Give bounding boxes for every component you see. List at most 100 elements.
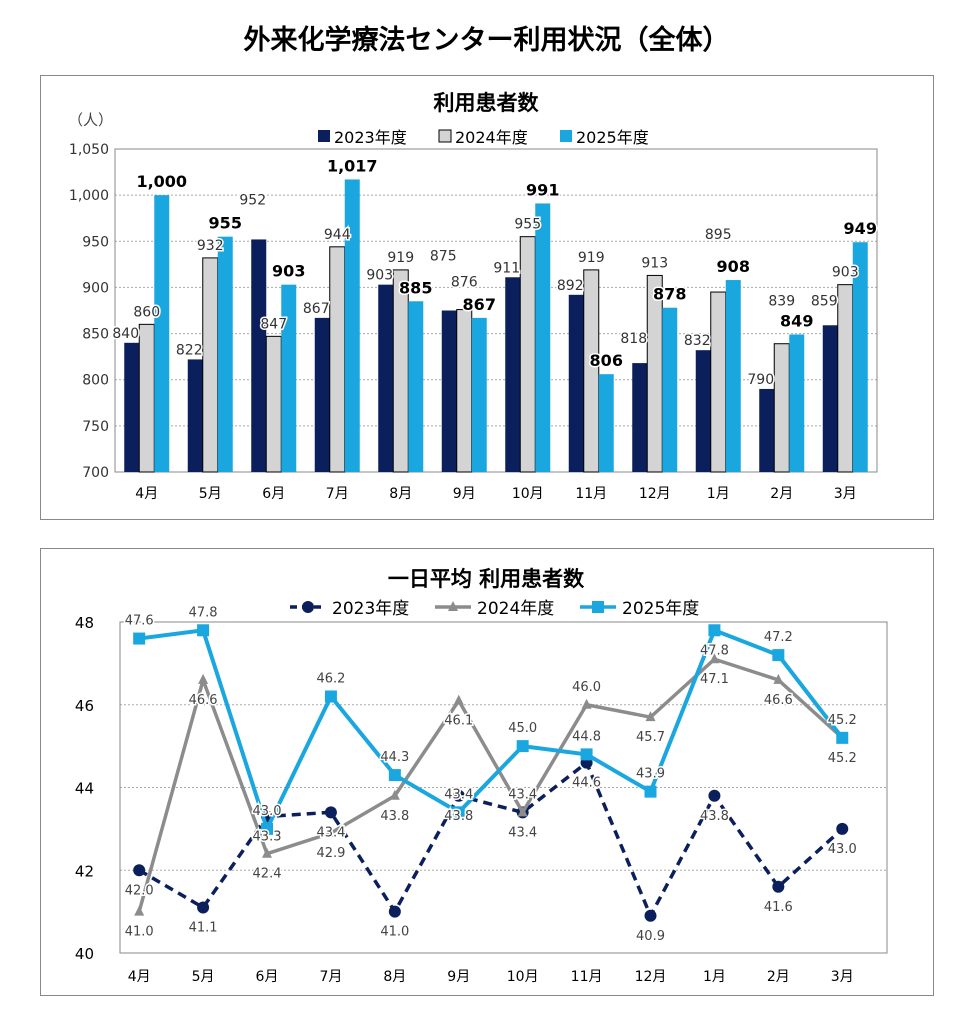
marker-2023年度 [388, 905, 401, 918]
plot-area [114, 148, 878, 473]
marker-2025年度 [708, 624, 721, 637]
data-label: 46.2 [316, 671, 345, 686]
legend-label: 2025年度 [622, 599, 699, 619]
y-tick-label: 42 [75, 862, 94, 880]
x-tick-label: 10月 [507, 969, 539, 985]
bar-2023年度 [378, 284, 394, 472]
data-label: 895 [705, 227, 732, 243]
data-label: 1,017 [327, 156, 378, 175]
data-label: 876 [451, 275, 478, 291]
marker-2025年度 [452, 806, 465, 819]
data-label: 892 [557, 278, 584, 294]
marker-2025年度 [261, 822, 274, 835]
data-label: 913 [641, 255, 668, 271]
bar-2025年度 [852, 242, 868, 472]
bar-2023年度 [187, 359, 203, 472]
data-label: 43.0 [253, 804, 282, 819]
marker-2024年度 [517, 806, 528, 817]
x-tick-label: 4月 [128, 969, 151, 985]
data-label: 46.1 [444, 714, 473, 729]
data-label: 43.4 [508, 787, 537, 802]
bar-2024年度 [265, 335, 282, 473]
data-label: 1,000 [136, 172, 187, 191]
marker-2025年度 [324, 690, 337, 703]
data-label: 45.2 [828, 751, 857, 766]
x-tick-label: 6月 [256, 969, 279, 985]
y-tick-label: 1,050 [69, 142, 109, 158]
data-label: 859 [811, 293, 838, 309]
legend-label: 2024年度 [455, 128, 528, 147]
x-tick-label: 7月 [319, 969, 342, 985]
marker-2023年度 [644, 909, 657, 922]
data-label: 47.8 [189, 605, 218, 620]
bar-2023年度 [568, 294, 584, 472]
data-label: 955 [514, 217, 541, 233]
x-tick-label: 8月 [383, 969, 406, 985]
data-label: 43.8 [700, 809, 729, 824]
data-label: 43.4 [444, 787, 473, 802]
marker-2024年度 [645, 711, 656, 722]
bar-2023年度 [759, 388, 775, 472]
bar-2025年度 [789, 334, 805, 472]
x-tick-label: 3月 [834, 486, 857, 502]
x-tick-label: 2月 [770, 486, 793, 502]
bar-2024年度 [456, 309, 473, 473]
x-tick-label: 2月 [767, 969, 790, 985]
data-label: 44.8 [572, 729, 601, 744]
data-label: 47.8 [700, 643, 729, 658]
data-label: 46.6 [764, 693, 793, 708]
marker-2024年度 [581, 698, 592, 709]
marker-2023年度 [772, 880, 785, 893]
marker-2023年度 [197, 901, 210, 914]
marker-2024年度 [198, 673, 209, 684]
marker-2025年度 [772, 649, 785, 662]
line-2023年度 [138, 759, 844, 920]
data-label: 45.0 [508, 721, 537, 736]
y-tick-label: 800 [82, 373, 109, 389]
x-tick-label: 6月 [262, 486, 285, 502]
bar-2023年度 [822, 325, 838, 472]
data-label: 952 [239, 192, 266, 208]
bar-2023年度 [695, 350, 711, 472]
bar-2025年度 [725, 280, 741, 472]
x-tick-label: 4月 [135, 486, 158, 502]
y-tick-label: 44 [75, 780, 94, 798]
bar-2024年度 [837, 284, 854, 473]
data-label: 949 [844, 219, 877, 238]
x-tick-label: 10月 [512, 486, 544, 502]
marker-2024年度 [389, 789, 400, 800]
bar-2024年度 [583, 269, 600, 473]
legend-label: 2025年度 [576, 128, 649, 147]
x-tick-label: 12月 [635, 969, 667, 985]
data-label: 46.6 [189, 693, 218, 708]
bar-2025年度 [598, 374, 614, 472]
data-label: 43.9 [636, 767, 665, 782]
x-tick-label: 1月 [703, 969, 726, 985]
legend-swatch [560, 130, 572, 142]
data-label: 44.3 [380, 750, 409, 765]
data-label: 40.9 [636, 929, 665, 944]
data-label: 41.6 [764, 900, 793, 915]
bar-2023年度 [314, 317, 330, 472]
x-tick-label: 8月 [389, 486, 412, 502]
data-label: 955 [209, 214, 242, 233]
marker-2024年度 [709, 653, 720, 664]
data-label: 903 [832, 265, 859, 281]
marker-2025年度 [592, 601, 604, 613]
bar-2024年度 [519, 236, 536, 473]
y-tick-label: 950 [82, 234, 109, 250]
bar-2023年度 [441, 310, 457, 472]
data-label: 44.6 [572, 776, 601, 791]
marker-2023年度 [324, 806, 337, 819]
y-tick-label: 900 [82, 280, 109, 296]
bar-2025年度 [408, 301, 424, 472]
y-tick-label: 46 [75, 697, 94, 715]
line-2025年度 [138, 627, 844, 835]
data-label: 47.1 [700, 672, 729, 687]
x-tick-label: 1月 [707, 486, 730, 502]
data-label: 43.0 [828, 842, 857, 857]
bar-2024年度 [138, 323, 155, 473]
bar-2023年度 [632, 363, 648, 472]
data-label: 840 [112, 326, 139, 342]
data-label: 42.4 [253, 867, 282, 882]
